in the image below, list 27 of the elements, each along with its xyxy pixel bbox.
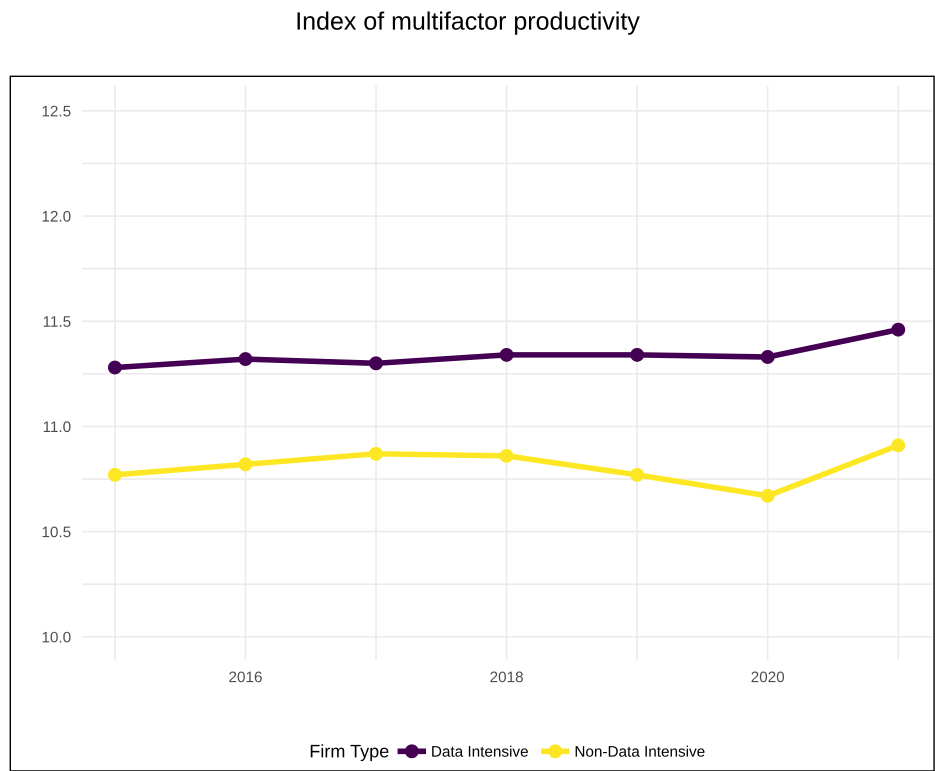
point — [500, 448, 514, 463]
point — [891, 438, 906, 452]
point — [760, 488, 775, 503]
point — [108, 468, 122, 482]
y-tick-label: 10.0 — [42, 632, 71, 643]
legend-label: Data Intensive — [432, 746, 528, 757]
x-tick-label: 2020 — [751, 671, 784, 682]
chart-title: Index of multifactor productivity — [298, 11, 640, 35]
point — [760, 350, 775, 364]
legend-title: Firm Type — [310, 744, 388, 762]
point — [108, 360, 122, 374]
point — [891, 322, 906, 337]
point — [630, 348, 644, 362]
point — [238, 457, 252, 472]
x-tick-label: 2018 — [490, 671, 523, 682]
legend-label: Non-Data Intensive — [576, 746, 704, 757]
y-tick-label: 10.5 — [42, 526, 71, 538]
point — [369, 446, 383, 461]
y-tick-label: 11.5 — [44, 316, 71, 327]
point — [238, 352, 252, 366]
point — [369, 356, 383, 370]
y-tick-label: 12.0 — [42, 210, 71, 222]
y-tick-label: 11.0 — [44, 421, 71, 432]
point — [500, 348, 514, 362]
x-tick-label: 2016 — [229, 671, 262, 682]
point — [630, 468, 644, 482]
y-tick-label: 12.5 — [42, 106, 71, 117]
